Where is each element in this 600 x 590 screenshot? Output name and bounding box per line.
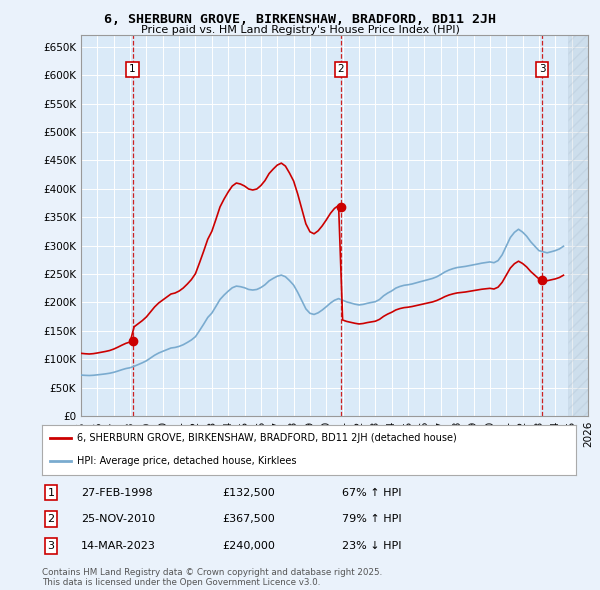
Text: £132,500: £132,500 (222, 488, 275, 497)
Text: 14-MAR-2023: 14-MAR-2023 (81, 541, 156, 550)
Text: Price paid vs. HM Land Registry's House Price Index (HPI): Price paid vs. HM Land Registry's House … (140, 25, 460, 35)
Text: 6, SHERBURN GROVE, BIRKENSHAW, BRADFORD, BD11 2JH: 6, SHERBURN GROVE, BIRKENSHAW, BRADFORD,… (104, 13, 496, 26)
Text: Contains HM Land Registry data © Crown copyright and database right 2025.
This d: Contains HM Land Registry data © Crown c… (42, 568, 382, 587)
Text: 23% ↓ HPI: 23% ↓ HPI (342, 541, 401, 550)
Text: HPI: Average price, detached house, Kirklees: HPI: Average price, detached house, Kirk… (77, 457, 296, 467)
Text: 27-FEB-1998: 27-FEB-1998 (81, 488, 152, 497)
Text: 6, SHERBURN GROVE, BIRKENSHAW, BRADFORD, BD11 2JH (detached house): 6, SHERBURN GROVE, BIRKENSHAW, BRADFORD,… (77, 433, 457, 443)
Text: 1: 1 (129, 64, 136, 74)
Text: 3: 3 (47, 541, 55, 550)
Text: £240,000: £240,000 (222, 541, 275, 550)
Text: 79% ↑ HPI: 79% ↑ HPI (342, 514, 401, 524)
Text: 2: 2 (47, 514, 55, 524)
Bar (568, 35, 588, 416)
Text: 67% ↑ HPI: 67% ↑ HPI (342, 488, 401, 497)
Text: 3: 3 (539, 64, 545, 74)
Text: 1: 1 (47, 488, 55, 497)
Text: 2: 2 (338, 64, 344, 74)
Text: £367,500: £367,500 (222, 514, 275, 524)
Text: 25-NOV-2010: 25-NOV-2010 (81, 514, 155, 524)
